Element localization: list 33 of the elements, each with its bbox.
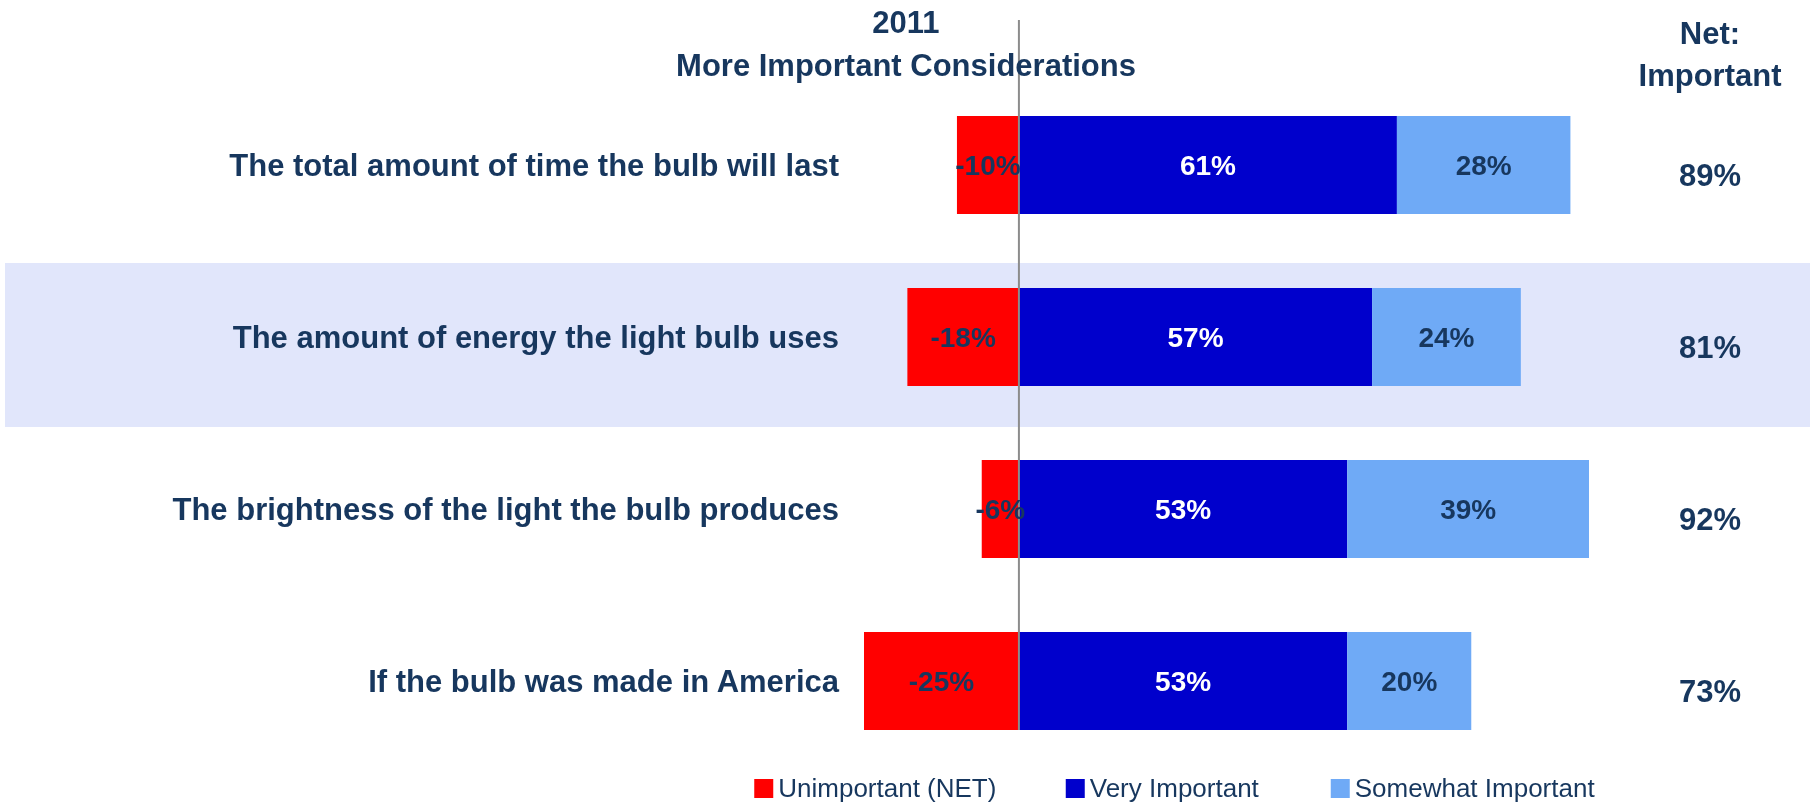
data-label: 53%	[1155, 666, 1212, 697]
bar	[864, 632, 1019, 730]
text: 92%	[1678, 502, 1742, 537]
legend-label: Very Important	[1089, 773, 1260, 803]
chart-title: 2011	[872, 5, 940, 40]
y-tick-label: The amount of energy the light bulb uses	[232, 320, 839, 355]
bar	[1347, 460, 1589, 558]
bar	[907, 288, 1019, 386]
legend-label: Unimportant (NET)	[778, 773, 997, 803]
y-tick-label: If the bulb was made in America	[368, 664, 840, 699]
data-label: -25%	[908, 666, 975, 697]
bar	[1018, 288, 1373, 386]
data-label: 39%	[1440, 494, 1497, 525]
bar	[1396, 116, 1571, 214]
data-label: 28%	[1455, 150, 1512, 181]
data-label: 57%	[1167, 322, 1224, 353]
text: 73%	[1678, 674, 1742, 709]
bar	[1347, 632, 1472, 730]
text: More Important Considerations	[676, 48, 1136, 83]
bar	[1018, 632, 1348, 730]
data-label: 20%	[1381, 666, 1438, 697]
data-label: 61%	[1179, 150, 1237, 181]
text: 89%	[1678, 158, 1742, 193]
text: Net: Important	[1638, 16, 1782, 93]
data-label: 24%	[1418, 322, 1475, 353]
legend-label: Somewhat Important	[1354, 773, 1596, 803]
bar	[1018, 116, 1397, 214]
y-tick-label: The total amount of time the bulb will last	[229, 148, 839, 183]
data-label: -18%	[930, 322, 996, 353]
data-label: 53%	[1155, 494, 1212, 525]
y-tick-label: The brightness of the light the bulb produces	[172, 492, 839, 527]
bar	[1372, 288, 1521, 386]
text: 81%	[1678, 330, 1742, 365]
